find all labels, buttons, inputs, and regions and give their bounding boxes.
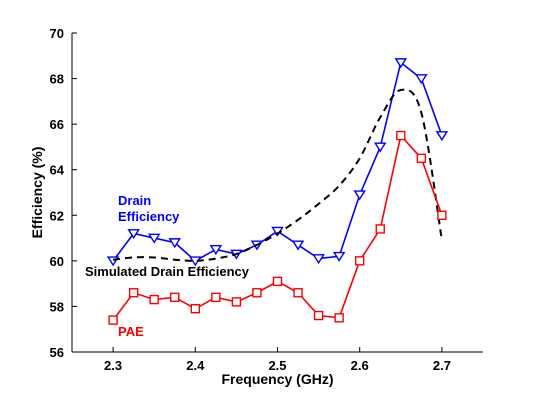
- y-tick-label: 58: [50, 299, 64, 314]
- y-tick-label: 70: [50, 26, 64, 41]
- data-point-pae: [149, 294, 159, 305]
- data-point-drain-efficiency: [127, 229, 140, 240]
- data-point-pae: [355, 256, 365, 266]
- x-tick-label: 2.5: [268, 358, 286, 373]
- x-tick-label: 2.6: [351, 358, 369, 373]
- annotation-label: Efficiency: [118, 209, 180, 224]
- data-point-pae: [128, 288, 139, 298]
- data-point-drain-efficiency: [332, 251, 346, 262]
- data-point-drain-efficiency: [353, 190, 366, 201]
- series-pae: [108, 130, 447, 325]
- data-point-pae: [293, 288, 303, 298]
- data-point-drain-efficiency: [394, 58, 408, 69]
- annotation-label: PAE: [118, 324, 144, 339]
- data-point-pae: [375, 224, 385, 234]
- y-tick-label: 68: [50, 72, 64, 87]
- data-point-pae: [416, 153, 427, 164]
- y-tick-label: 56: [50, 345, 64, 360]
- y-tick-label: 66: [50, 117, 64, 132]
- series-line-simulated-drain-efficiency: [112, 88, 443, 262]
- x-tick-label: 2.3: [104, 358, 122, 373]
- data-point-drain-efficiency: [209, 245, 223, 256]
- data-point-drain-efficiency: [312, 254, 325, 265]
- data-point-pae: [190, 304, 201, 314]
- annotation-label: Simulated Drain Efficiency: [85, 264, 250, 279]
- x-axis-title: Frequency (GHz): [221, 371, 333, 387]
- data-point-pae: [272, 276, 283, 287]
- data-point-drain-efficiency: [373, 142, 387, 153]
- y-tick-label: 60: [50, 254, 64, 269]
- x-tick-label: 2.7: [433, 358, 451, 373]
- data-point-pae: [437, 210, 447, 220]
- data-point-pae: [252, 288, 262, 298]
- data-point-pae: [108, 315, 118, 325]
- axes-layer: [71, 32, 483, 353]
- data-point-pae: [396, 130, 406, 141]
- y-tick-label: 64: [50, 163, 65, 178]
- data-point-pae: [170, 292, 180, 303]
- data-point-drain-efficiency: [168, 238, 182, 249]
- series-simulated-drain-efficiency: [112, 88, 443, 262]
- y-axis-title: Efficiency (%): [29, 147, 45, 239]
- series-layer: [106, 58, 449, 325]
- x-tick-label: 2.4: [186, 358, 205, 373]
- y-tick-label: 62: [50, 208, 64, 223]
- data-point-drain-efficiency: [147, 233, 161, 244]
- data-point-drain-efficiency: [291, 240, 305, 251]
- data-point-drain-efficiency: [415, 74, 428, 85]
- labels-layer: 2.3 2.4 2.5 2.6 2.7 56 58 60 62 64 66 68 70 Frequency…: [29, 26, 451, 387]
- annotation-label: Drain: [118, 193, 151, 208]
- data-point-pae: [211, 292, 221, 303]
- data-point-pae: [313, 310, 324, 321]
- data-point-pae: [334, 313, 344, 323]
- series-drain-efficiency: [106, 58, 449, 267]
- data-point-pae: [231, 297, 242, 307]
- data-point-drain-efficiency: [435, 131, 449, 142]
